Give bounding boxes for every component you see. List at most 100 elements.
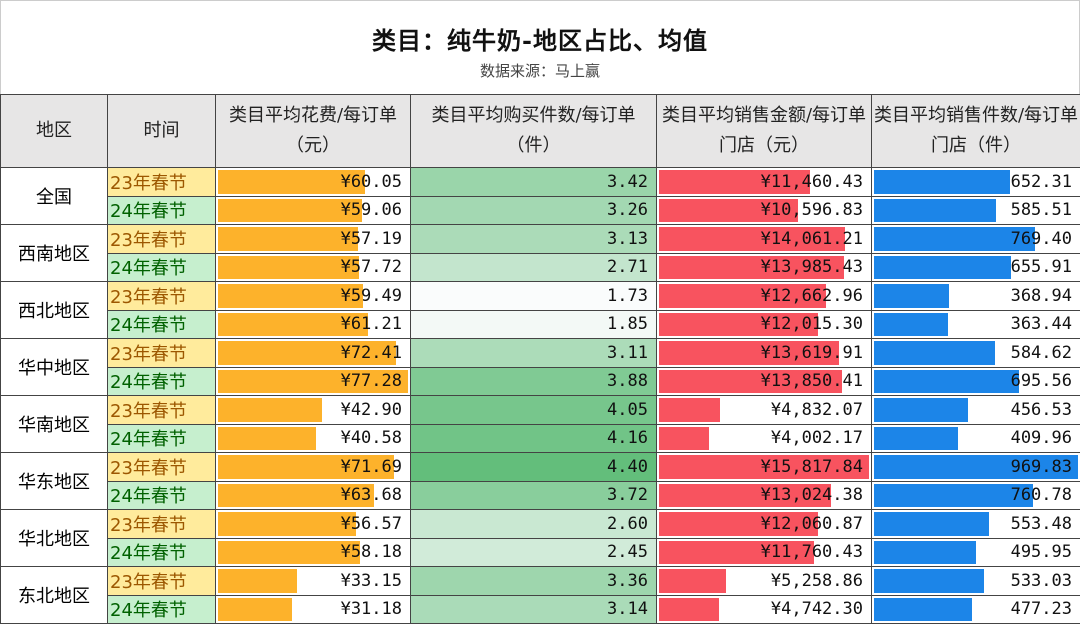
avg-spend-value: ¥42.90 <box>216 400 410 420</box>
avg-units-cell: 769.40 <box>872 225 1080 254</box>
avg-sales-cell: ¥12,662.96 <box>657 282 872 311</box>
avg-units-cell: 695.56 <box>872 367 1080 396</box>
avg-sales-value: ¥12,662.96 <box>657 286 871 306</box>
header-avg-sales: 类目平均销售金额/每订单门店（元） <box>657 95 872 168</box>
avg-sales-cell: ¥4,002.17 <box>657 424 872 453</box>
header-avg-qty: 类目平均购买件数/每订单（件） <box>411 95 657 168</box>
avg-qty-cell: 3.88 <box>411 367 657 396</box>
avg-spend-cell: ¥77.28 <box>216 367 411 396</box>
avg-units-value: 769.40 <box>872 229 1080 249</box>
avg-sales-value: ¥4,832.07 <box>657 400 871 420</box>
avg-qty-value: 4.16 <box>411 428 656 448</box>
avg-sales-cell: ¥11,460.43 <box>657 168 872 197</box>
avg-sales-cell: ¥13,024.38 <box>657 481 872 510</box>
avg-spend-value: ¥58.18 <box>216 542 410 562</box>
avg-spend-cell: ¥72.41 <box>216 339 411 368</box>
avg-units-value: 409.96 <box>872 428 1080 448</box>
avg-qty-cell: 3.42 <box>411 168 657 197</box>
data-source: 数据来源：马上赢 <box>1 60 1079 81</box>
avg-qty-cell: 2.60 <box>411 510 657 539</box>
avg-units-value: 969.83 <box>872 457 1080 477</box>
avg-sales-value: ¥13,850.41 <box>657 371 871 391</box>
avg-spend-value: ¥40.58 <box>216 428 410 448</box>
time-cell: 24年春节 <box>108 595 216 624</box>
avg-spend-cell: ¥56.57 <box>216 510 411 539</box>
avg-qty-cell: 2.45 <box>411 538 657 567</box>
avg-spend-value: ¥71.69 <box>216 457 410 477</box>
avg-qty-value: 3.42 <box>411 172 656 192</box>
avg-spend-cell: ¥40.58 <box>216 424 411 453</box>
title-area: 类目：纯牛奶-地区占比、均值 数据来源：马上赢 <box>0 0 1080 95</box>
time-cell: 23年春节 <box>108 168 216 197</box>
avg-qty-cell: 1.73 <box>411 282 657 311</box>
avg-sales-value: ¥5,258.86 <box>657 571 871 591</box>
time-cell: 23年春节 <box>108 225 216 254</box>
time-cell: 23年春节 <box>108 282 216 311</box>
avg-sales-value: ¥4,002.17 <box>657 428 871 448</box>
avg-qty-cell: 3.72 <box>411 481 657 510</box>
region-cell: 华南地区 <box>1 396 108 453</box>
avg-spend-value: ¥63.68 <box>216 485 410 505</box>
avg-units-value: 477.23 <box>872 599 1080 619</box>
avg-units-cell: 533.03 <box>872 567 1080 596</box>
avg-sales-value: ¥11,460.43 <box>657 172 871 192</box>
avg-qty-value: 1.85 <box>411 314 656 334</box>
avg-spend-cell: ¥33.15 <box>216 567 411 596</box>
avg-sales-value: ¥15,817.84 <box>657 457 871 477</box>
time-cell: 24年春节 <box>108 367 216 396</box>
avg-qty-value: 3.88 <box>411 371 656 391</box>
avg-sales-value: ¥12,015.30 <box>657 314 871 334</box>
avg-units-cell: 652.31 <box>872 168 1080 197</box>
header-avg-units: 类目平均销售件数/每订单门店（件） <box>872 95 1080 168</box>
avg-sales-value: ¥13,985.43 <box>657 257 871 277</box>
avg-spend-cell: ¥59.49 <box>216 282 411 311</box>
avg-sales-value: ¥11,760.43 <box>657 542 871 562</box>
header-row: 地区 时间 类目平均花费/每订单（元） 类目平均购买件数/每订单（件） 类目平均… <box>1 95 1080 168</box>
avg-units-value: 760.78 <box>872 485 1080 505</box>
avg-units-cell: 655.91 <box>872 253 1080 282</box>
avg-qty-cell: 3.26 <box>411 196 657 225</box>
avg-spend-cell: ¥42.90 <box>216 396 411 425</box>
avg-qty-value: 2.45 <box>411 542 656 562</box>
avg-sales-cell: ¥13,619.91 <box>657 339 872 368</box>
avg-sales-cell: ¥15,817.84 <box>657 453 872 482</box>
time-cell: 24年春节 <box>108 538 216 567</box>
avg-qty-cell: 4.16 <box>411 424 657 453</box>
avg-qty-value: 3.14 <box>411 599 656 619</box>
avg-units-cell: 585.51 <box>872 196 1080 225</box>
avg-units-cell: 495.95 <box>872 538 1080 567</box>
avg-spend-value: ¥61.21 <box>216 314 410 334</box>
avg-qty-value: 4.40 <box>411 457 656 477</box>
avg-units-value: 695.56 <box>872 371 1080 391</box>
avg-qty-value: 3.11 <box>411 343 656 363</box>
header-time: 时间 <box>108 95 216 168</box>
avg-qty-value: 2.71 <box>411 257 656 277</box>
avg-qty-value: 1.73 <box>411 286 656 306</box>
avg-sales-cell: ¥4,832.07 <box>657 396 872 425</box>
avg-sales-cell: ¥13,850.41 <box>657 367 872 396</box>
time-cell: 23年春节 <box>108 567 216 596</box>
avg-spend-value: ¥33.15 <box>216 571 410 591</box>
avg-qty-cell: 4.05 <box>411 396 657 425</box>
region-cell: 西南地区 <box>1 225 108 282</box>
avg-spend-value: ¥59.49 <box>216 286 410 306</box>
avg-sales-value: ¥4,742.30 <box>657 599 871 619</box>
avg-qty-cell: 3.13 <box>411 225 657 254</box>
avg-spend-value: ¥72.41 <box>216 343 410 363</box>
avg-units-cell: 584.62 <box>872 339 1080 368</box>
avg-sales-value: ¥12,060.87 <box>657 514 871 534</box>
avg-units-value: 495.95 <box>872 542 1080 562</box>
avg-sales-cell: ¥11,760.43 <box>657 538 872 567</box>
avg-sales-value: ¥13,024.38 <box>657 485 871 505</box>
